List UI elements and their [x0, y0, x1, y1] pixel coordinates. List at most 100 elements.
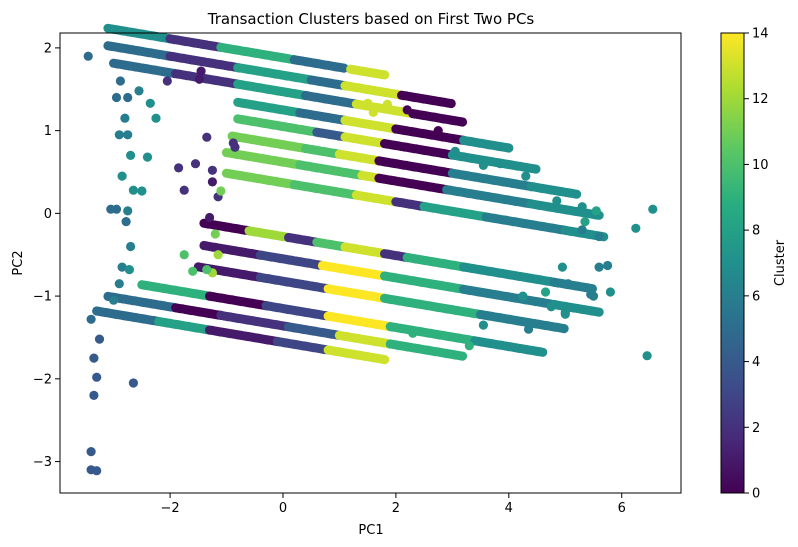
scatter-point	[202, 265, 212, 275]
scatter-point	[117, 171, 127, 181]
scatter-point	[114, 130, 124, 140]
scatter-point	[174, 163, 184, 173]
scatter-point	[162, 76, 172, 86]
scatter-point	[572, 189, 582, 199]
scatter-point	[123, 206, 133, 216]
scatter-point	[145, 98, 155, 108]
scatter-point	[408, 328, 418, 338]
scatter-point	[213, 250, 223, 260]
scatter-point	[115, 76, 125, 86]
scatter-point	[457, 117, 468, 127]
scatter-point	[194, 74, 204, 84]
scatter-point	[111, 92, 122, 103]
scatter-point	[216, 186, 226, 196]
scatter-point	[89, 390, 99, 400]
colorbar-label: Cluster	[773, 239, 788, 286]
scatter-point	[207, 165, 217, 175]
scatter-point	[540, 287, 551, 297]
scatter-point	[205, 212, 215, 223]
scatter-point	[190, 159, 201, 169]
scatter-point	[464, 341, 474, 351]
scatter-point	[120, 113, 130, 123]
scatter-point	[605, 287, 616, 297]
scatter-point	[586, 289, 596, 299]
scatter-point	[368, 107, 378, 117]
scatter-point	[563, 279, 573, 289]
colorbar-tick-label: 4	[752, 355, 760, 370]
scatter-point	[202, 132, 212, 142]
scatter-point	[580, 217, 590, 227]
colorbar-tick-label: 0	[752, 487, 760, 502]
scatter-point	[134, 86, 144, 96]
scatter-point	[559, 324, 569, 334]
scatter-point	[478, 160, 488, 170]
y-axis-label: PC2	[11, 250, 26, 275]
colorbar	[720, 32, 745, 494]
scatter-point	[603, 260, 613, 271]
scatter-point	[94, 334, 105, 344]
scatter-point	[591, 206, 601, 216]
scatter-point	[151, 113, 161, 123]
scatter-point	[380, 355, 390, 365]
scatter-point	[363, 98, 373, 108]
scatter-point	[126, 150, 136, 160]
scatter-point	[495, 159, 505, 169]
scatter-point	[631, 223, 641, 233]
scatter-point	[121, 217, 131, 227]
colorbar-axis: 0 2 4 6 8 10 12 14	[744, 27, 769, 502]
scatter-point	[109, 295, 119, 305]
x-tick-label: 4	[505, 501, 513, 516]
scatter-point	[128, 185, 138, 195]
scatter-point	[117, 262, 127, 272]
scatter-point	[531, 164, 541, 174]
scatter-point	[196, 66, 206, 76]
scatter-point	[92, 372, 102, 382]
plot-frame	[59, 32, 682, 494]
colorbar-tick-label: 2	[752, 421, 760, 436]
scatter-point	[648, 204, 658, 214]
colorbar-tick-label: 8	[752, 224, 760, 239]
y-axis: −3 −2 −1 0 1 2	[33, 41, 60, 470]
scatter-point	[524, 324, 534, 334]
scatter-point	[89, 353, 99, 363]
x-tick-label: −2	[161, 501, 180, 516]
scatter-point	[560, 309, 570, 319]
y-tick-label: 2	[44, 41, 52, 56]
chart-title: Transaction Clusters based on First Two …	[207, 10, 535, 28]
colorbar-tick-label: 14	[752, 27, 769, 42]
scatter-point	[594, 231, 604, 242]
scatter-point	[126, 241, 136, 252]
scatter-point	[86, 314, 96, 324]
scatter-point	[382, 99, 392, 109]
scatter-point	[179, 185, 189, 195]
x-tick-label: 0	[279, 501, 287, 516]
scatter-point	[228, 138, 238, 148]
scatter-point	[137, 186, 147, 196]
scatter-point	[546, 302, 556, 312]
scatter-point	[450, 146, 460, 156]
scatter-point	[402, 105, 412, 115]
scatter-point	[207, 177, 217, 187]
scatter-point	[577, 225, 587, 235]
scatter-points	[83, 23, 658, 476]
scatter-point	[538, 347, 548, 357]
x-tick-label: 6	[618, 501, 626, 516]
colorbar-tick-label: 6	[752, 289, 760, 304]
x-axis: −2 0 2 4 6	[161, 493, 626, 516]
scatter-point	[594, 307, 604, 317]
scatter-point	[106, 204, 116, 214]
y-tick-label: −3	[33, 455, 52, 470]
scatter-point	[83, 51, 93, 61]
scatter-point	[433, 126, 443, 136]
scatter-point	[557, 262, 568, 272]
scatter-point	[642, 351, 652, 361]
scatter-point	[124, 265, 134, 275]
scatter-point	[114, 279, 124, 289]
scatter-point	[380, 70, 390, 80]
scatter-point	[552, 196, 562, 206]
scatter-point	[86, 447, 96, 457]
scatter-point	[478, 320, 488, 330]
scatter-point	[577, 202, 587, 212]
scatter-point	[594, 262, 604, 272]
